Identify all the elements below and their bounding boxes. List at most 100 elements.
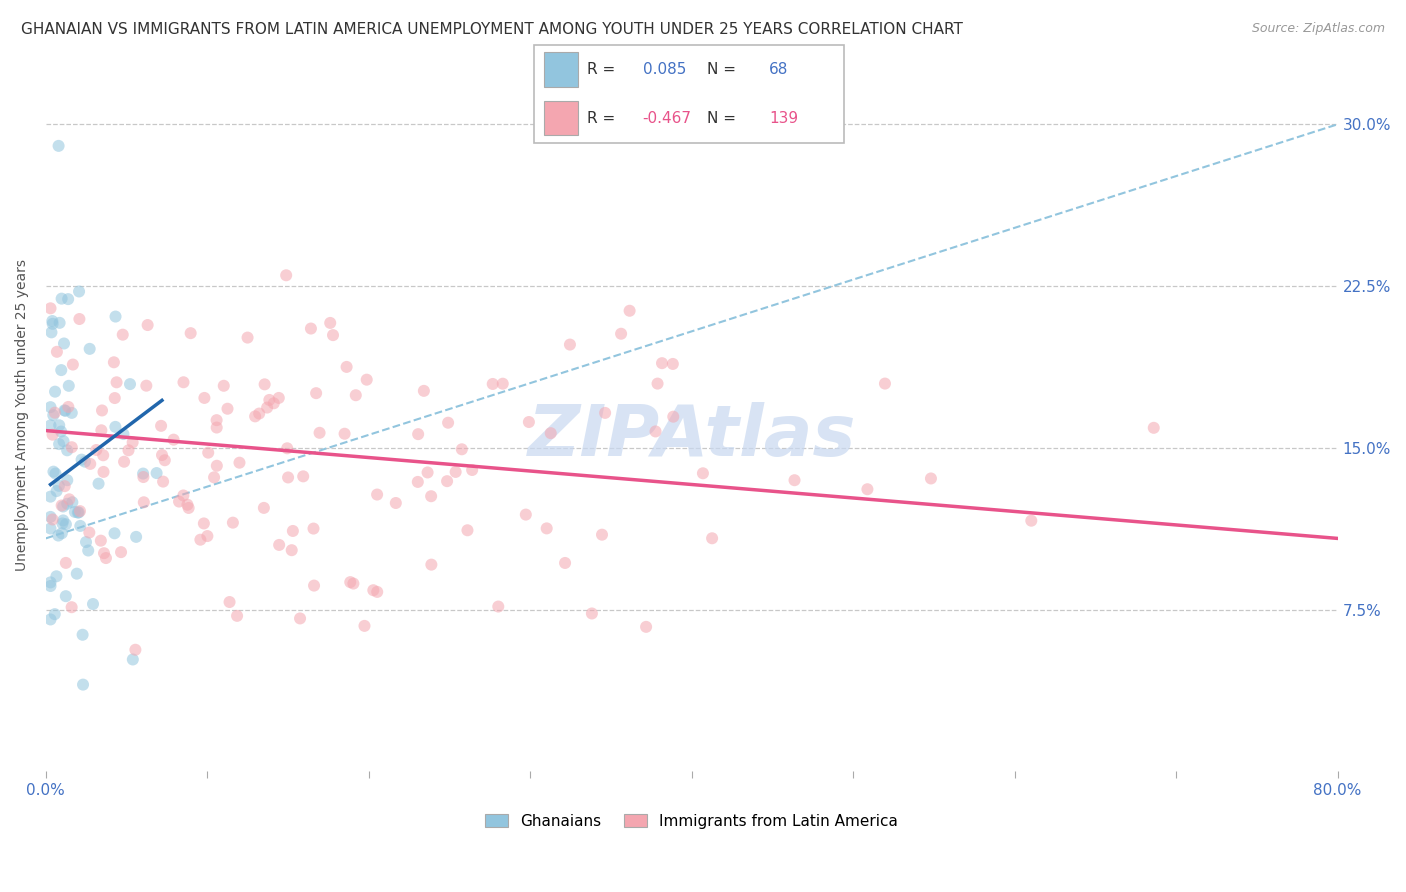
Point	[412, 384, 434, 398]
Point	[150, 418, 173, 433]
Point	[53, 404, 76, 418]
Point	[44, 384, 66, 399]
Point	[45, 484, 67, 499]
Point	[167, 494, 190, 508]
Point	[58, 379, 80, 393]
Point	[121, 435, 143, 450]
Point	[79, 457, 101, 471]
Point	[308, 425, 330, 440]
Point	[112, 455, 135, 469]
Point	[118, 377, 141, 392]
Text: N =: N =	[707, 62, 741, 77]
Point	[93, 546, 115, 560]
Point	[217, 401, 239, 416]
Point	[48, 437, 70, 451]
Y-axis label: Unemployment Among Youth under 25 years: Unemployment Among Youth under 25 years	[15, 260, 30, 572]
Point	[56, 497, 79, 511]
Point	[48, 418, 70, 433]
Point	[70, 452, 93, 467]
Point	[53, 479, 76, 493]
Point	[103, 526, 125, 541]
Point	[356, 373, 378, 387]
Point	[554, 556, 576, 570]
Point	[121, 652, 143, 666]
Point	[52, 500, 75, 514]
Point	[90, 533, 112, 548]
Point	[353, 619, 375, 633]
Point	[39, 301, 62, 316]
Point	[162, 433, 184, 447]
Point	[67, 285, 90, 299]
Point	[226, 608, 249, 623]
Point	[132, 467, 155, 481]
Point	[124, 642, 146, 657]
Text: R =: R =	[586, 62, 620, 77]
Point	[90, 423, 112, 437]
Point	[104, 310, 127, 324]
Point	[302, 522, 325, 536]
Point	[259, 392, 281, 407]
Point	[53, 336, 76, 351]
Point	[651, 356, 673, 370]
Point	[288, 611, 311, 625]
Point	[69, 504, 91, 518]
Point	[336, 359, 359, 374]
Text: R =: R =	[586, 112, 620, 126]
Point	[105, 376, 128, 390]
Point	[62, 358, 84, 372]
Point	[344, 388, 367, 402]
Point	[222, 516, 245, 530]
Point	[193, 516, 215, 531]
Point	[276, 268, 298, 283]
Point	[60, 440, 83, 454]
Point	[79, 525, 101, 540]
Point	[46, 528, 69, 542]
Point	[1019, 514, 1042, 528]
Point	[205, 420, 228, 434]
Point	[60, 406, 83, 420]
Point	[51, 516, 73, 531]
Point	[363, 583, 385, 598]
Point	[540, 426, 562, 441]
Point	[420, 489, 443, 503]
Point	[41, 317, 63, 331]
Point	[366, 487, 388, 501]
Point	[236, 330, 259, 344]
Point	[450, 442, 472, 457]
Point	[79, 342, 101, 356]
Point	[72, 678, 94, 692]
Point	[647, 376, 669, 391]
Point	[75, 535, 97, 549]
Point	[42, 465, 65, 479]
Point	[873, 376, 896, 391]
Point	[44, 607, 66, 622]
Point	[558, 337, 581, 351]
Point	[91, 403, 114, 417]
Point	[51, 363, 73, 377]
Point	[444, 465, 467, 479]
Point	[55, 517, 77, 532]
Point	[299, 321, 322, 335]
Point	[91, 448, 114, 462]
Point	[173, 376, 195, 390]
Point	[103, 355, 125, 369]
Point	[253, 377, 276, 392]
Point	[39, 490, 62, 504]
Point	[45, 467, 67, 481]
Point	[486, 599, 509, 614]
Point	[132, 470, 155, 484]
Text: N =: N =	[707, 112, 741, 126]
Point	[610, 326, 633, 341]
Point	[619, 303, 641, 318]
FancyBboxPatch shape	[534, 45, 844, 143]
Point	[193, 391, 215, 405]
Point	[111, 327, 134, 342]
Point	[41, 427, 63, 442]
Point	[132, 495, 155, 509]
Point	[515, 508, 537, 522]
Point	[517, 415, 540, 429]
Point	[461, 463, 484, 477]
Point	[416, 466, 439, 480]
Point	[205, 413, 228, 427]
Point	[45, 569, 67, 583]
